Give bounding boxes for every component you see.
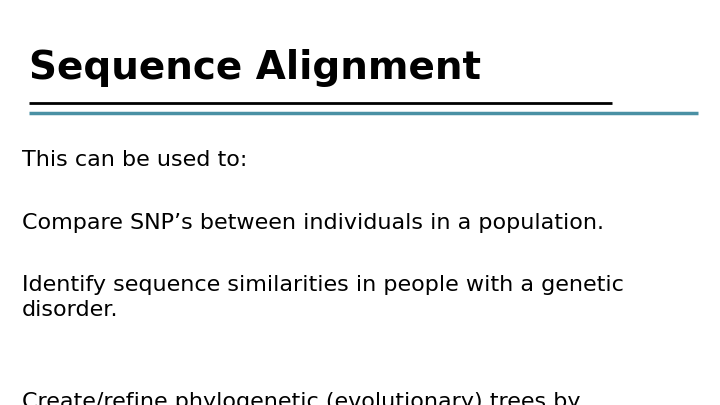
Text: Compare SNP’s between individuals in a population.: Compare SNP’s between individuals in a p… (22, 213, 603, 232)
Text: Create/refine phylogenetic (evolutionary) trees by
comparing sequences between d: Create/refine phylogenetic (evolutionary… (22, 392, 580, 405)
Text: Sequence Alignment: Sequence Alignment (29, 49, 481, 87)
Text: This can be used to:: This can be used to: (22, 150, 247, 170)
Text: Identify sequence similarities in people with a genetic
disorder.: Identify sequence similarities in people… (22, 275, 624, 320)
